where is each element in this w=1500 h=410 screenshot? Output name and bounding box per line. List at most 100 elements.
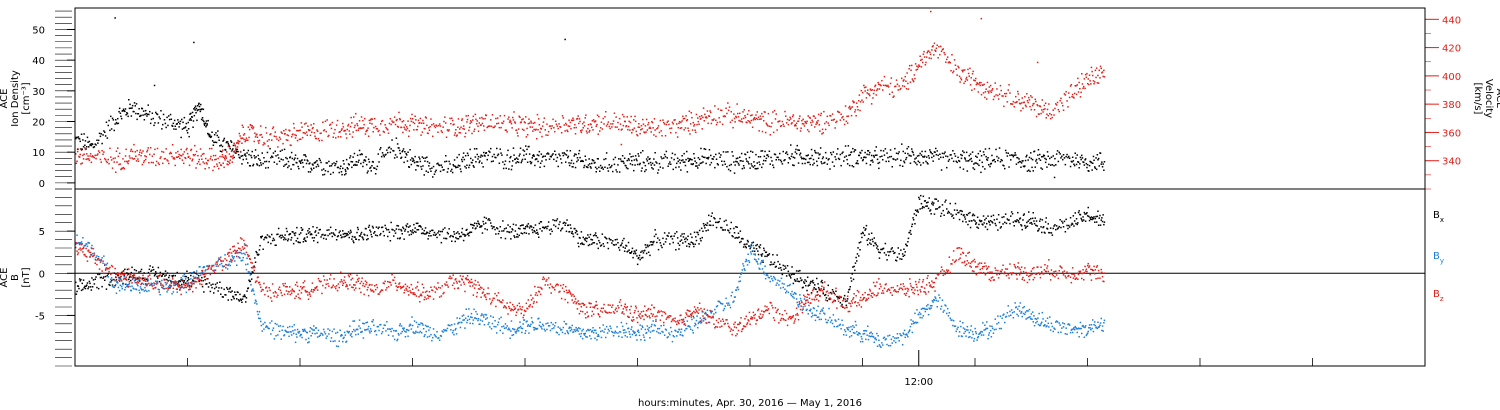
data-point — [830, 119, 833, 121]
data-point — [735, 236, 738, 239]
data-point — [277, 325, 280, 327]
data-point — [241, 252, 243, 255]
data-point — [162, 151, 165, 153]
data-point — [589, 163, 591, 165]
data-point — [617, 242, 619, 244]
data-point — [691, 242, 694, 244]
data-point — [403, 161, 405, 164]
data-point — [772, 254, 774, 256]
data-point — [960, 213, 963, 216]
data-point — [165, 126, 167, 129]
data-point — [387, 228, 390, 231]
data-point — [128, 107, 131, 110]
data-point — [858, 255, 860, 257]
data-point — [1012, 221, 1015, 223]
data-point — [962, 70, 964, 73]
data-point — [351, 166, 353, 169]
data-point — [1050, 232, 1053, 234]
data-point — [264, 143, 266, 145]
data-point — [680, 121, 682, 124]
data-point — [729, 228, 732, 230]
data-point — [166, 291, 168, 293]
data-point — [362, 337, 365, 339]
data-point — [298, 167, 300, 170]
data-point — [637, 126, 639, 128]
data-point — [843, 160, 845, 162]
data-point — [360, 116, 363, 118]
data-point — [684, 241, 687, 243]
data-point — [144, 278, 146, 281]
data-point — [355, 129, 358, 132]
data-point — [610, 239, 612, 241]
data-point — [677, 160, 679, 163]
data-point — [366, 238, 368, 241]
data-point — [739, 156, 741, 158]
data-point — [988, 147, 991, 150]
data-point — [657, 248, 660, 251]
data-point — [380, 232, 382, 235]
data-point — [1063, 93, 1066, 95]
data-point — [632, 256, 634, 259]
data-point — [231, 255, 233, 257]
data-point — [743, 167, 745, 169]
data-point — [347, 163, 350, 165]
data-point — [895, 159, 897, 161]
data-point — [712, 224, 714, 227]
data-point — [481, 232, 484, 234]
data-point — [697, 233, 700, 236]
data-point — [536, 229, 538, 231]
data-point — [207, 159, 210, 162]
data-point — [272, 327, 275, 329]
data-point — [369, 332, 371, 334]
data-point — [117, 274, 120, 277]
data-point — [919, 208, 921, 210]
data-point — [698, 164, 700, 166]
data-point — [948, 158, 951, 161]
data-point — [1013, 225, 1015, 227]
data-point — [96, 255, 98, 257]
data-point — [432, 123, 435, 125]
data-point — [686, 171, 689, 173]
data-point — [435, 124, 437, 126]
data-point — [775, 113, 777, 115]
data-point — [805, 284, 807, 287]
data-point — [80, 149, 83, 151]
data-point — [923, 206, 925, 209]
data-point — [113, 161, 115, 163]
data-point — [1038, 157, 1040, 160]
data-point — [417, 125, 419, 128]
data-point — [428, 165, 430, 167]
data-point — [114, 284, 116, 287]
data-point — [423, 174, 425, 176]
data-point — [1017, 211, 1019, 214]
data-point — [1001, 159, 1003, 162]
data-point — [894, 85, 896, 88]
data-point — [554, 130, 556, 133]
data-point — [213, 141, 215, 144]
data-point — [136, 149, 138, 152]
data-point — [117, 147, 119, 149]
data-point — [834, 156, 836, 158]
data-point — [1020, 224, 1022, 226]
data-point — [321, 333, 323, 335]
data-point — [676, 237, 679, 239]
data-point — [368, 161, 371, 163]
data-point — [678, 248, 680, 250]
data-point — [600, 244, 603, 246]
data-point — [234, 291, 236, 293]
data-point — [128, 160, 130, 162]
data-point — [306, 134, 308, 136]
data-point — [305, 155, 307, 158]
data-point — [982, 165, 984, 168]
data-point — [1042, 226, 1044, 229]
data-point — [234, 144, 236, 146]
data-point — [138, 153, 140, 156]
data-point — [986, 228, 989, 231]
data-point — [1026, 170, 1029, 172]
data-point — [859, 109, 861, 112]
data-point — [744, 245, 747, 248]
data-point — [153, 124, 155, 127]
data-point — [216, 282, 218, 284]
data-point — [346, 233, 348, 235]
data-point — [335, 332, 337, 334]
